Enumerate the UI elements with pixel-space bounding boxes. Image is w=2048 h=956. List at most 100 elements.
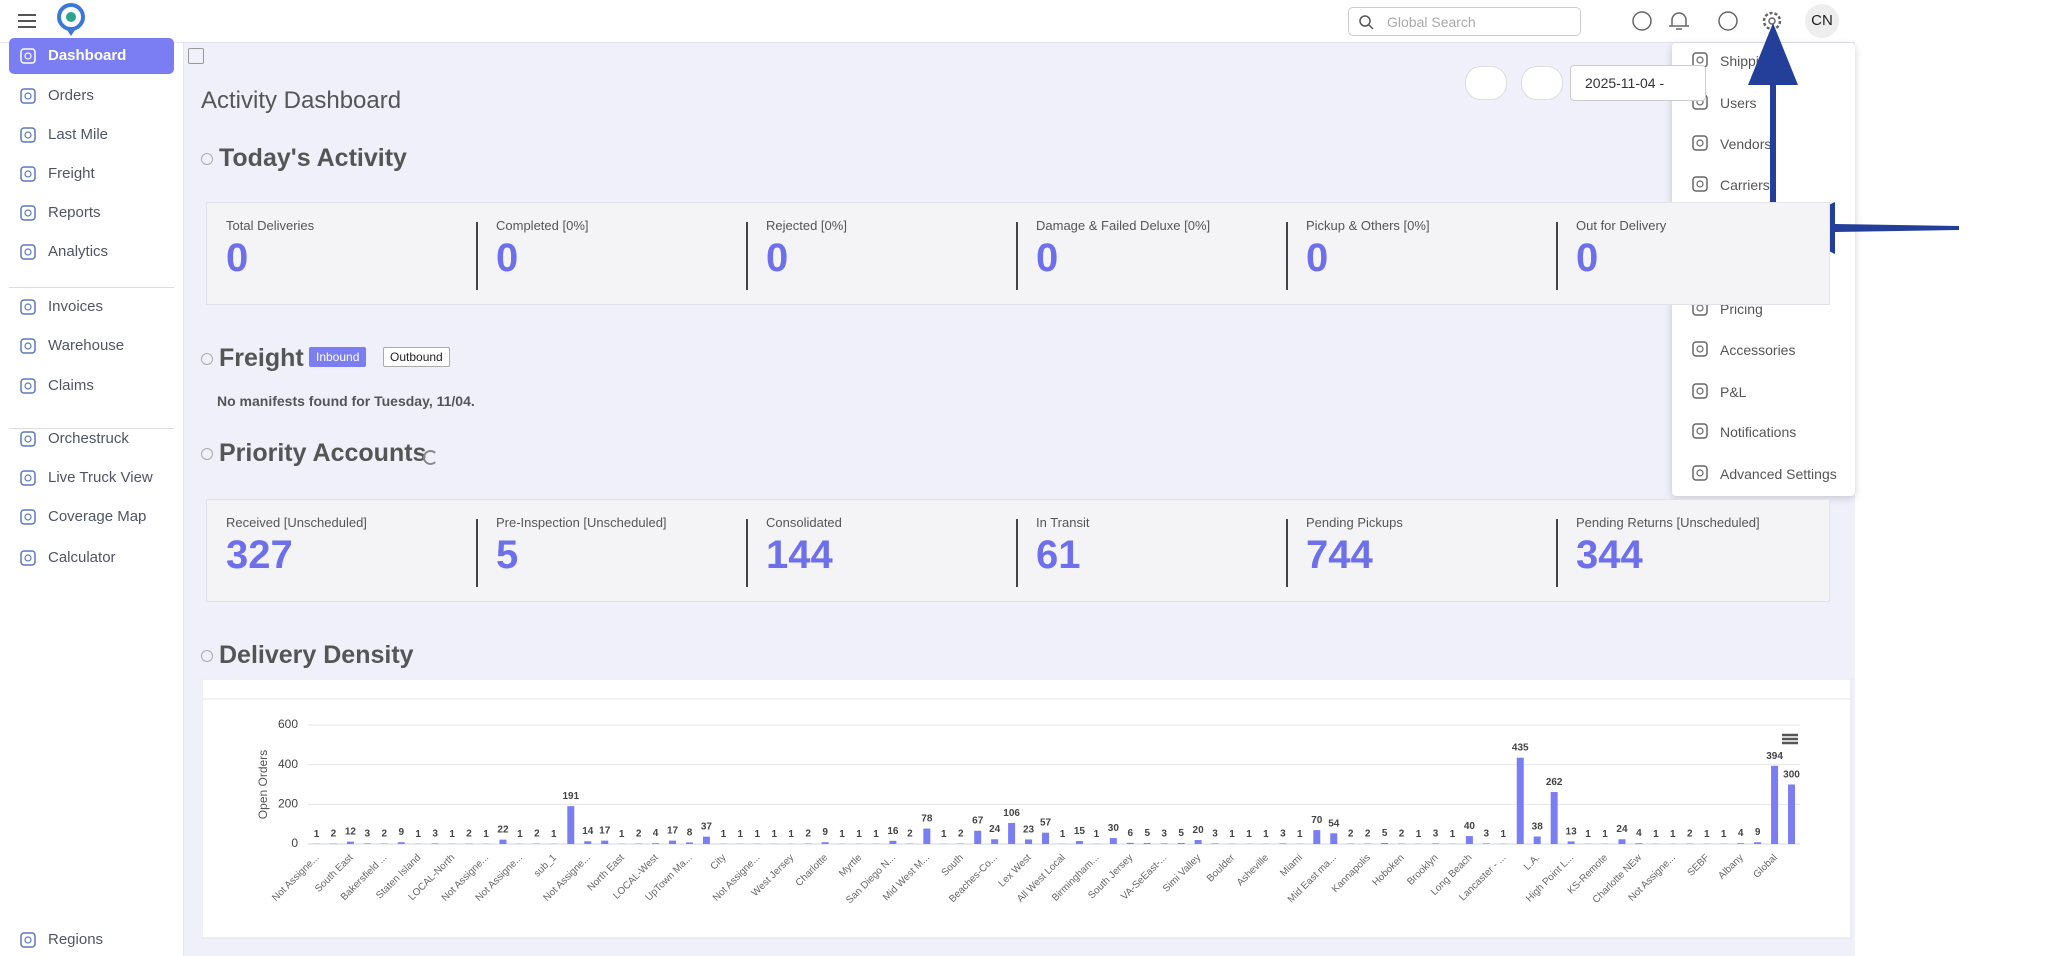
value-label: 2: [1687, 829, 1693, 840]
menu-item[interactable]: Notifications: [1720, 424, 1797, 440]
value-label: 1: [619, 829, 625, 840]
section-icon: [201, 353, 213, 365]
menu-item[interactable]: Users: [1720, 95, 1757, 111]
value-label: 57: [1040, 818, 1052, 829]
bar: [1313, 830, 1321, 844]
card-label: Completed [0%]: [496, 218, 589, 233]
menu-item[interactable]: Shipping: [1720, 53, 1775, 69]
value-label: 1: [1094, 829, 1100, 840]
card-value: 0: [1306, 236, 1329, 280]
chart-menu[interactable]: [1782, 733, 1798, 745]
value-label: 2: [1399, 829, 1405, 840]
logo[interactable]: [56, 2, 86, 38]
value-label: 70: [1311, 815, 1323, 826]
history-icon[interactable]: [1718, 11, 1738, 31]
menu-item[interactable]: Vendors: [1720, 136, 1772, 152]
value-label: 3: [1280, 828, 1286, 839]
nav-item[interactable]: Live Truck View: [48, 469, 153, 486]
nav-item[interactable]: Regions: [48, 931, 104, 948]
value-label: 2: [382, 829, 388, 840]
nav-icon: [20, 338, 36, 354]
top-bar: Global Search CN: [0, 0, 1855, 43]
bar: [1618, 839, 1626, 844]
value-label: 1: [941, 829, 947, 840]
value-label: 2: [907, 829, 913, 840]
menu-item[interactable]: Accessories: [1720, 342, 1796, 358]
value-label: 24: [1616, 824, 1628, 835]
card-label: Pending Pickups: [1306, 515, 1403, 530]
value-label: 54: [1328, 818, 1340, 829]
prev-button[interactable]: [1521, 66, 1563, 100]
search-box[interactable]: Global Search: [1348, 7, 1581, 36]
menu-icon: [1692, 176, 1708, 192]
card-divider: [746, 222, 748, 290]
refresh-button[interactable]: [1465, 66, 1507, 100]
nav-item[interactable]: Last Mile: [48, 126, 109, 143]
bell-icon[interactable]: [1669, 12, 1689, 30]
card-divider: [1286, 222, 1288, 290]
menu-item[interactable]: Advanced Settings: [1720, 466, 1837, 482]
bar: [1635, 843, 1643, 844]
value-label: 9: [398, 827, 404, 838]
card-label: Pickup & Others [0%]: [1306, 218, 1430, 233]
nav-item[interactable]: Warehouse: [48, 337, 125, 354]
bar: [652, 843, 660, 844]
nav-icon: [20, 932, 36, 948]
y-tick-label: 0: [291, 836, 298, 850]
inbound-button[interactable]: Inbound: [309, 347, 367, 367]
nav-item[interactable]: Reports: [48, 204, 101, 221]
nav-icon: [20, 378, 36, 394]
card-value: 744: [1306, 533, 1373, 577]
menu-item[interactable]: Pricing: [1720, 301, 1763, 317]
bar: [702, 836, 710, 844]
value-label: 37: [701, 822, 713, 833]
value-label: 30: [1108, 823, 1120, 834]
menu-item[interactable]: Carriers: [1720, 177, 1770, 193]
nav-item[interactable]: Freight: [48, 165, 95, 182]
divider: [9, 287, 174, 288]
bar: [889, 840, 897, 844]
nav-item[interactable]: Coverage Map: [48, 508, 147, 525]
card-divider: [476, 519, 478, 587]
value-label: 1: [1450, 829, 1456, 840]
avatar[interactable]: CN: [1805, 4, 1839, 38]
value-label: 4: [653, 828, 659, 839]
value-label: 78: [921, 814, 933, 825]
settings-icon[interactable]: [1762, 11, 1782, 31]
nav-item[interactable]: Calculator: [48, 549, 116, 566]
section-icon: [201, 650, 213, 662]
bar: [669, 840, 677, 844]
value-label: 15: [1074, 826, 1086, 837]
bar: [923, 828, 931, 844]
value-label: 5: [1178, 828, 1184, 839]
help-icon[interactable]: [1632, 11, 1652, 31]
bar: [567, 806, 575, 844]
nav-icon: [20, 509, 36, 525]
nav-item[interactable]: Orchestruck: [48, 430, 129, 447]
nav-item[interactable]: Invoices: [48, 298, 104, 315]
menu-item[interactable]: P&L: [1720, 384, 1747, 400]
nav-item[interactable]: Claims: [48, 377, 94, 394]
nav-item[interactable]: Analytics: [48, 243, 109, 260]
refresh-icon[interactable]: [423, 450, 438, 465]
card-value: 327: [226, 533, 293, 577]
nav-item[interactable]: Orders: [48, 87, 94, 104]
bar: [1143, 843, 1151, 844]
card-value: 0: [766, 236, 789, 280]
value-label: 1: [856, 829, 862, 840]
nav-item[interactable]: Dashboard: [48, 47, 127, 64]
value-label: 3: [432, 828, 438, 839]
value-label: 435: [1512, 743, 1529, 754]
date-picker[interactable]: 2025-11-04 -: [1570, 65, 1706, 101]
menu-toggle[interactable]: [17, 11, 37, 31]
value-label: 1: [771, 829, 777, 840]
value-label: 2: [534, 829, 540, 840]
bar: [1567, 841, 1575, 844]
value-label: 17: [667, 826, 679, 837]
expand-icon[interactable]: [188, 48, 204, 64]
bar: [1109, 838, 1117, 844]
value-label: 1: [1263, 829, 1269, 840]
bar: [1008, 822, 1016, 844]
outbound-button[interactable]: Outbound: [383, 347, 450, 367]
bar: [1737, 843, 1745, 844]
